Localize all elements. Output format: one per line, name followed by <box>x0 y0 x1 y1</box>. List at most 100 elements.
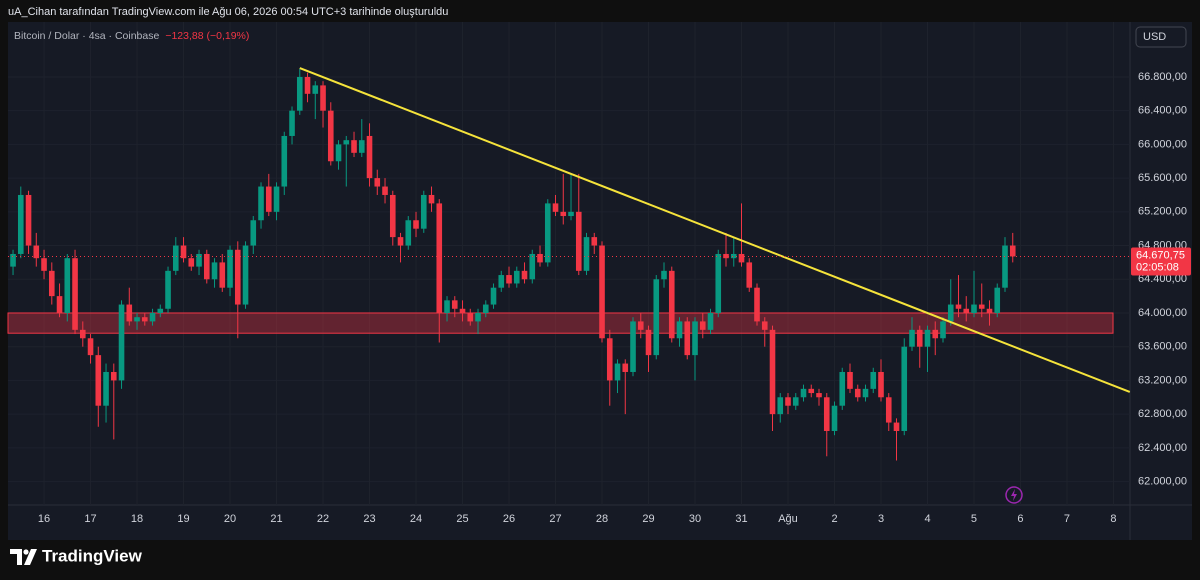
candle-body <box>978 304 985 309</box>
x-tick-label: 5 <box>971 513 977 525</box>
y-tick-label: 62.000,00 <box>1138 475 1187 487</box>
candle-body <box>630 321 636 372</box>
candle-body <box>692 321 698 356</box>
candle-body <box>955 304 962 309</box>
candle-body <box>521 270 528 280</box>
plot: 62.000,00 62.400,00 62.800,00 63.200,00 63.6… <box>7 22 1187 525</box>
candle-body <box>854 388 861 398</box>
x-tick-label: 18 <box>131 513 143 525</box>
candle-body <box>265 186 272 212</box>
last-price-tag <box>1131 247 1191 276</box>
candle-body <box>537 253 543 263</box>
candle-body <box>909 329 915 347</box>
candle-body <box>498 275 505 288</box>
candle-body <box>48 270 55 297</box>
candle-body <box>343 140 350 145</box>
candle-body <box>327 110 334 162</box>
candle-body <box>72 258 78 330</box>
candle-body <box>823 397 830 431</box>
y-tick-label: 62.800,00 <box>1138 408 1187 420</box>
candle-body <box>389 194 396 238</box>
x-tick-label: 28 <box>596 513 608 525</box>
candle-body <box>831 405 838 431</box>
candle-body <box>118 304 125 381</box>
x-tick-label: 2 <box>831 513 837 525</box>
candle-body <box>816 393 822 398</box>
candle-body <box>506 275 512 284</box>
candle-body <box>335 144 342 162</box>
candle-body <box>33 245 40 259</box>
candle-body <box>17 194 24 254</box>
candle-body <box>583 237 590 271</box>
last-price-label: 64.670,75 <box>1136 249 1185 261</box>
y-tick-label: 62.400,00 <box>1138 442 1187 454</box>
x-tick-label: 17 <box>84 513 96 525</box>
candle-body <box>847 371 853 389</box>
candle-body <box>358 140 365 153</box>
x-tick-label: 24 <box>410 513 422 525</box>
candle-body <box>963 308 970 313</box>
y-tick-label: 65.200,00 <box>1138 206 1187 218</box>
candle-body <box>699 321 706 330</box>
candle-body <box>250 220 257 246</box>
countdown-label: 02:05:08 <box>1136 261 1179 273</box>
candle-body <box>273 186 280 212</box>
x-tick-label: 6 <box>1017 513 1023 525</box>
currency-label: USD <box>1143 31 1166 43</box>
candle-body <box>475 312 481 322</box>
candle-body <box>676 321 683 339</box>
candle-body <box>413 220 419 229</box>
x-tick-label: 23 <box>363 513 375 525</box>
candle-body <box>645 329 652 356</box>
alert-icon[interactable] <box>1005 486 1023 504</box>
logo-mark <box>10 549 22 565</box>
candle-body <box>870 371 877 389</box>
candle-body <box>10 253 16 267</box>
candle-body <box>405 220 412 246</box>
candle-body <box>134 317 140 322</box>
logo-mark <box>24 549 37 565</box>
candle-body <box>56 296 63 313</box>
candle-body <box>420 194 427 229</box>
candle-body <box>296 76 303 111</box>
candle-body <box>723 253 729 259</box>
candle-body <box>800 388 807 398</box>
candle-body <box>878 371 884 398</box>
candle-body <box>482 304 489 313</box>
brand-logo <box>10 549 37 565</box>
candle-body <box>87 338 94 356</box>
currency-button[interactable] <box>1135 26 1187 48</box>
candle-body <box>64 258 71 313</box>
x-tick-label: 16 <box>38 513 50 525</box>
symbol-title: Bitcoin / Dolar · 4sa · Coinbase <box>14 30 159 42</box>
y-tick-label: 63.200,00 <box>1138 374 1187 386</box>
candle-body <box>715 253 722 313</box>
candle-body <box>110 371 117 381</box>
candle-body <box>459 308 466 313</box>
candle-body <box>196 253 202 267</box>
candle-body <box>777 397 784 415</box>
candle-body <box>893 422 900 431</box>
candle-body <box>451 300 458 309</box>
candle-body <box>754 287 760 322</box>
x-tick-label: 22 <box>317 513 329 525</box>
candle-body <box>785 397 791 406</box>
candle-body <box>103 371 109 406</box>
candle-body <box>730 253 737 259</box>
y-tick-label: 64.400,00 <box>1138 273 1187 285</box>
x-tick-label: 4 <box>924 513 930 525</box>
candle-body <box>149 312 156 322</box>
candle-body <box>95 355 102 406</box>
candle-body <box>490 287 497 305</box>
candle-body <box>560 211 567 217</box>
candle-body <box>568 211 574 217</box>
candle-body <box>41 258 47 271</box>
candle-body <box>684 321 691 356</box>
candle-body <box>808 388 815 394</box>
candle-body <box>304 76 311 94</box>
y-tick-label: 66.400,00 <box>1138 105 1187 117</box>
candle-body <box>792 397 799 406</box>
candle-body <box>591 237 598 246</box>
candle-body <box>668 270 675 339</box>
candle-body <box>227 249 233 288</box>
